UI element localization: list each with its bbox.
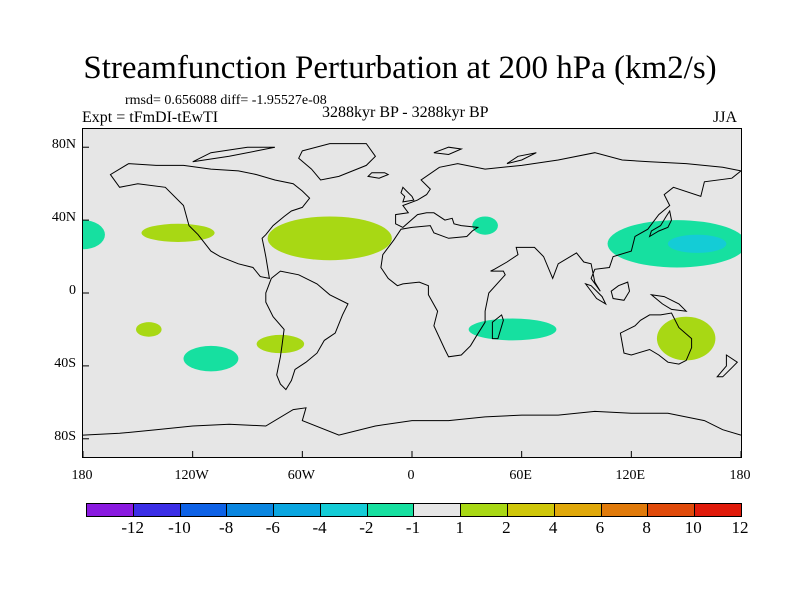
colorbar-swatch (180, 504, 228, 516)
anom-north-atlantic (267, 216, 392, 261)
svalbard-coast (433, 146, 464, 156)
colorbar-label: 2 (502, 518, 511, 537)
x-tick-label: 120E (615, 468, 646, 483)
time-period: 3288kyr BP - 3288kyr BP (322, 104, 489, 121)
colorbar-label: 4 (548, 518, 558, 537)
y-tick-label: 0 (69, 283, 76, 298)
colorbar-swatch (274, 504, 321, 516)
new-zealand-coast (716, 354, 739, 378)
new-guinea-coast (649, 294, 688, 312)
colorbar (86, 503, 742, 517)
colorbar-swatch (601, 504, 649, 516)
colorbar-label: -10 (168, 518, 191, 537)
y-tick-label: 40S (54, 355, 76, 371)
sumatra-coast (584, 282, 607, 306)
colorbar-swatch (695, 504, 741, 516)
colorbar-swatch (320, 504, 368, 516)
madagascar-coast (491, 314, 504, 340)
colorbar-swatch (227, 504, 275, 516)
x-tick-label: 0 (407, 468, 415, 483)
x-tick-label: 120W (174, 468, 209, 483)
colorbar-swatch (414, 504, 462, 516)
experiment-label: Expt = tFmDI-tEwTI (82, 109, 219, 126)
anom-s-america (256, 334, 305, 354)
chart-title: Streamfunction Perturbation at 200 hPa (… (83, 50, 717, 86)
colorbar-label: 10 (684, 518, 702, 537)
anom-south-pacific (183, 345, 239, 372)
colorbar-swatch (461, 504, 509, 516)
colorbar-swatch (508, 504, 555, 516)
x-tick-label: 180 (729, 468, 751, 483)
colorbar-label: 6 (595, 518, 605, 537)
australia-coast (619, 312, 693, 365)
anom-north-america (141, 223, 215, 242)
iceland-coast (367, 172, 390, 179)
anom-pacific-ne-edge (83, 220, 105, 250)
anom-south-pacific-w (136, 322, 162, 337)
borneo-coast (610, 281, 631, 301)
colorbar-label: -12 (121, 518, 145, 537)
antarctica-coast (83, 407, 741, 436)
colorbar-label: -8 (219, 518, 234, 537)
greenland-coast (298, 143, 377, 181)
rmsd-stats: rmsd= 0.656088 diff= -1.95527e-08 (125, 93, 327, 108)
colorbar-label: -4 (312, 518, 327, 537)
colorbar-label: -6 (265, 518, 280, 537)
map-plot-area (82, 128, 742, 458)
colorbar-swatch (87, 504, 134, 516)
colorbar-swatch (133, 504, 181, 516)
novaya-zemlya-coast (506, 152, 537, 165)
eurasia-africa-coast (380, 152, 741, 358)
anom-nw-pacific-core (667, 234, 727, 253)
x-tick-label: 60W (287, 468, 315, 483)
world-map (83, 143, 741, 457)
south-america-coast (265, 270, 349, 391)
colorbar-label: -1 (405, 518, 421, 537)
colorbar-swatch (367, 504, 415, 516)
y-tick-label: 40N (51, 210, 76, 226)
anom-australia (656, 316, 716, 361)
y-tick-label: 80S (54, 428, 76, 444)
japan-coast (648, 209, 673, 238)
colorbar-label: 1 (455, 518, 464, 537)
arctic-islands-coast (192, 146, 275, 163)
uk-coast (400, 186, 415, 203)
x-tick-label: 180 (71, 468, 93, 483)
x-tick-label: 60E (509, 468, 532, 483)
colorbar-label: 8 (642, 518, 651, 537)
colorbar-swatch (554, 504, 602, 516)
colorbar-swatch (648, 504, 696, 516)
y-tick-label: 80N (51, 137, 76, 153)
anom-arabia (472, 216, 498, 235)
season-label: JJA (713, 109, 738, 126)
north-america-coast (109, 163, 311, 280)
anom-indian-ocean (468, 318, 557, 341)
colorbar-label: -2 (359, 518, 374, 537)
colorbar-label: 12 (731, 518, 749, 537)
